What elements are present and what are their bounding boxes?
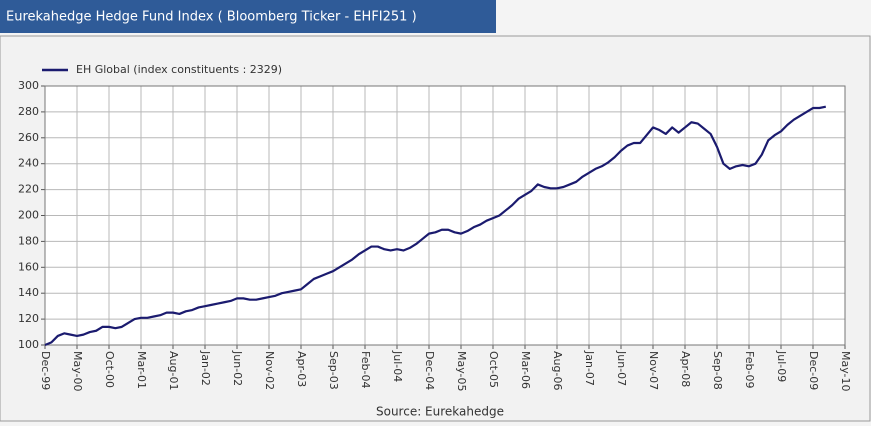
- x-tick-label: Jun-02: [231, 350, 244, 386]
- x-tick-label: May-10: [839, 351, 852, 392]
- x-tick-label: Oct-05: [487, 351, 500, 388]
- y-tick-label: 300: [18, 79, 39, 92]
- x-tick-label: Jul-04: [391, 350, 404, 382]
- source-note: Source: Eurekahedge: [376, 405, 504, 419]
- y-tick-label: 280: [18, 105, 39, 118]
- x-tick-label: Feb-04: [359, 351, 372, 388]
- y-tick-label: 220: [18, 183, 39, 196]
- y-tick-label: 240: [18, 157, 39, 170]
- x-tick-label: Jul-09: [775, 350, 788, 382]
- legend-label: EH Global (index constituents : 2329): [76, 63, 282, 76]
- x-tick-label: Sep-03: [327, 351, 340, 390]
- y-tick-label: 100: [18, 338, 39, 351]
- y-tick-label: 180: [18, 234, 39, 247]
- x-tick-label: Nov-07: [647, 351, 660, 390]
- x-tick-label: Mar-01: [135, 351, 148, 389]
- plot-frame: [44, 85, 846, 346]
- x-tick-label: Nov-02: [263, 351, 276, 390]
- x-tick-label: Apr-08: [679, 351, 692, 387]
- x-tick-label: Jan-02: [199, 350, 212, 386]
- x-tick-label: Aug-06: [551, 351, 564, 390]
- x-tick-label: Sep-08: [711, 351, 724, 390]
- x-tick-label: Aug-01: [167, 351, 180, 390]
- x-tick-label: Apr-03: [295, 351, 308, 387]
- x-tick-label: May-05: [455, 351, 468, 392]
- x-tick-label: Oct-00: [103, 351, 116, 388]
- x-tick-label: Feb-09: [743, 351, 756, 388]
- x-tick-label: Dec-04: [423, 351, 436, 390]
- x-tick-label: Jan-07: [583, 350, 596, 386]
- y-tick-label: 200: [18, 209, 39, 222]
- y-tick-label: 260: [18, 131, 39, 144]
- chart-title: Eurekahedge Hedge Fund Index ( Bloomberg…: [6, 10, 417, 25]
- data-line: [44, 105, 827, 347]
- x-tick-label: Dec-09: [807, 351, 820, 390]
- x-tick-label: Mar-06: [519, 351, 532, 389]
- x-tick-label: Dec-99: [39, 351, 52, 390]
- x-tick-label: Jun-07: [615, 350, 628, 386]
- y-tick-label: 140: [18, 286, 39, 299]
- header-tab: [0, 0, 496, 33]
- y-tick-label: 160: [18, 260, 39, 273]
- y-tick-label: 120: [18, 312, 39, 325]
- x-tick-label: May-00: [71, 351, 84, 392]
